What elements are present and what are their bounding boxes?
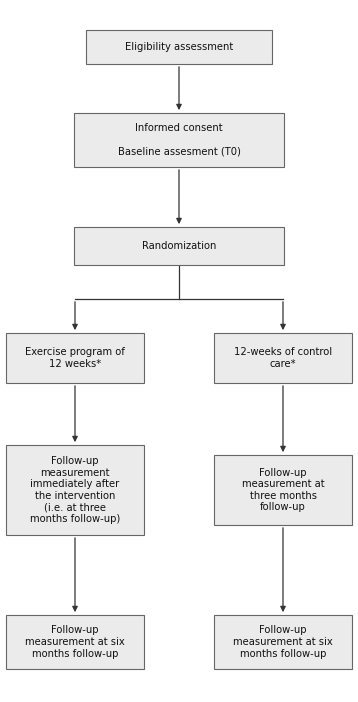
FancyBboxPatch shape <box>74 227 284 265</box>
FancyBboxPatch shape <box>214 455 352 525</box>
Text: Exercise program of
12 weeks*: Exercise program of 12 weeks* <box>25 347 125 369</box>
Text: Follow-up
measurement
immediately after
the intervention
(i.e. at three
months f: Follow-up measurement immediately after … <box>30 456 120 524</box>
Text: Randomization: Randomization <box>142 241 216 251</box>
FancyBboxPatch shape <box>214 333 352 383</box>
FancyBboxPatch shape <box>6 615 144 669</box>
Text: 12-weeks of control
care*: 12-weeks of control care* <box>234 347 332 369</box>
FancyBboxPatch shape <box>86 30 272 64</box>
Text: Follow-up
measurement at six
months follow-up: Follow-up measurement at six months foll… <box>233 625 333 658</box>
Text: Follow-up
measurement at
three months
follow-up: Follow-up measurement at three months fo… <box>242 468 324 512</box>
Text: Informed consent

Baseline assesment (T0): Informed consent Baseline assesment (T0) <box>117 124 241 157</box>
Text: Follow-up
measurement at six
months follow-up: Follow-up measurement at six months foll… <box>25 625 125 658</box>
FancyBboxPatch shape <box>6 445 144 535</box>
Text: Eligibility assessment: Eligibility assessment <box>125 42 233 52</box>
FancyBboxPatch shape <box>6 333 144 383</box>
FancyBboxPatch shape <box>214 615 352 669</box>
FancyBboxPatch shape <box>74 113 284 167</box>
